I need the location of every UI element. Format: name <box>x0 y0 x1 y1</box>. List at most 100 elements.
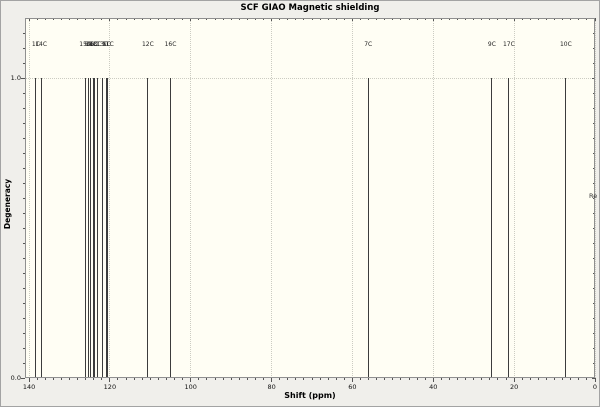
x-minor-tick-mirror <box>52 18 54 20</box>
x-minor-tick-mirror <box>165 18 167 20</box>
x-minor-tick <box>408 378 410 380</box>
peak-label: 13C <box>96 41 109 48</box>
y-minor-tick <box>23 182 25 184</box>
y-tick-label: 1.0 <box>10 74 21 82</box>
x-minor-tick <box>424 378 426 380</box>
x-major-tick-mirror <box>594 18 596 21</box>
peak-label: 3C <box>93 41 102 48</box>
x-gridline <box>513 18 515 378</box>
x-minor-tick-mirror <box>335 18 337 20</box>
x-minor-tick-mirror <box>254 18 256 20</box>
x-minor-tick-mirror <box>117 18 119 20</box>
x-minor-tick-mirror <box>529 18 531 20</box>
x-minor-tick-mirror <box>392 18 394 20</box>
y-minor-tick <box>23 122 25 124</box>
x-major-tick-mirror <box>513 18 515 21</box>
x-minor-tick <box>570 378 572 380</box>
x-minor-tick <box>125 378 127 380</box>
x-tick-label: 40 <box>429 383 438 391</box>
x-minor-tick-mirror <box>44 18 46 20</box>
peak-label: 7C <box>364 41 373 48</box>
peak-label: 16C <box>164 41 177 48</box>
peak-line <box>106 78 108 378</box>
x-tick-label: 140 <box>22 383 36 391</box>
peak-line <box>88 78 90 378</box>
x-minor-tick-mirror <box>570 18 572 20</box>
x-minor-tick <box>562 378 564 380</box>
x-tick-label: 80 <box>267 383 276 391</box>
peak-label: 6C <box>90 41 99 48</box>
y-axis-label: Degeneracy <box>3 178 12 230</box>
x-minor-tick <box>117 378 119 380</box>
x-minor-tick-mirror <box>198 18 200 20</box>
peak-line <box>96 78 98 378</box>
x-tick-label: 120 <box>103 383 117 391</box>
y-minor-tick <box>23 152 25 154</box>
y-minor-tick <box>23 302 25 304</box>
x-minor-tick-mirror <box>537 18 539 20</box>
x-minor-tick <box>505 378 507 380</box>
plot-frame <box>25 18 595 378</box>
x-minor-tick-mirror <box>481 18 483 20</box>
x-minor-tick <box>311 378 313 380</box>
x-minor-tick <box>182 378 184 380</box>
peak-line <box>565 78 567 378</box>
peak-label: 1C <box>31 41 40 48</box>
peak-line <box>101 78 103 378</box>
x-minor-tick-mirror <box>133 18 135 20</box>
x-minor-tick <box>68 378 70 380</box>
x-minor-tick-mirror <box>263 18 264 20</box>
peak-label: 5C <box>102 41 111 48</box>
x-minor-tick-mirror <box>465 18 467 20</box>
x-minor-tick-mirror <box>311 18 313 20</box>
x-minor-tick-mirror <box>230 18 232 20</box>
x-minor-tick-mirror <box>408 18 410 20</box>
x-minor-tick-mirror <box>141 18 143 20</box>
x-minor-tick-mirror <box>238 18 240 20</box>
x-minor-tick <box>489 378 491 380</box>
x-minor-tick <box>392 378 394 380</box>
peak-line <box>508 78 510 378</box>
x-minor-tick-mirror <box>497 18 499 20</box>
x-major-tick-mirror <box>28 18 30 21</box>
x-minor-tick <box>303 378 305 380</box>
x-minor-tick <box>376 378 378 380</box>
x-minor-tick-mirror <box>101 18 103 20</box>
x-minor-tick <box>222 378 224 380</box>
y-minor-tick <box>23 212 25 214</box>
x-minor-tick-mirror <box>125 18 127 20</box>
x-minor-tick-mirror <box>295 18 297 20</box>
x-minor-tick-mirror <box>424 18 426 20</box>
x-gridline <box>594 18 596 378</box>
x-minor-tick-mirror <box>473 18 475 20</box>
peak-label: 9C <box>487 41 496 48</box>
x-minor-tick-mirror <box>77 18 79 20</box>
x-tick-label: 20 <box>510 383 519 391</box>
x-minor-tick-mirror <box>60 18 62 20</box>
x-minor-tick <box>368 378 370 380</box>
x-minor-tick <box>246 378 248 380</box>
x-gridline <box>351 18 353 378</box>
x-minor-tick <box>101 378 103 380</box>
x-minor-tick-mirror <box>68 18 70 20</box>
x-gridline <box>432 18 434 378</box>
peak-line <box>40 78 42 378</box>
y-minor-tick <box>23 347 25 349</box>
y-major-tick-mirror <box>592 377 595 379</box>
x-minor-tick <box>529 378 531 380</box>
x-major-tick <box>28 378 30 382</box>
x-minor-tick <box>287 378 289 380</box>
x-major-tick <box>271 378 273 382</box>
x-minor-tick-mirror <box>182 18 184 20</box>
x-minor-tick <box>578 378 580 380</box>
peak-line <box>92 78 94 378</box>
x-minor-tick <box>174 378 176 380</box>
peak-label: 11C <box>101 41 114 48</box>
peak-label: 10C <box>559 41 572 48</box>
x-minor-tick <box>44 378 46 380</box>
x-gridline <box>28 18 30 378</box>
x-minor-tick <box>254 378 256 380</box>
x-minor-tick <box>238 378 240 380</box>
x-major-tick <box>190 378 192 382</box>
x-minor-tick <box>93 378 95 380</box>
